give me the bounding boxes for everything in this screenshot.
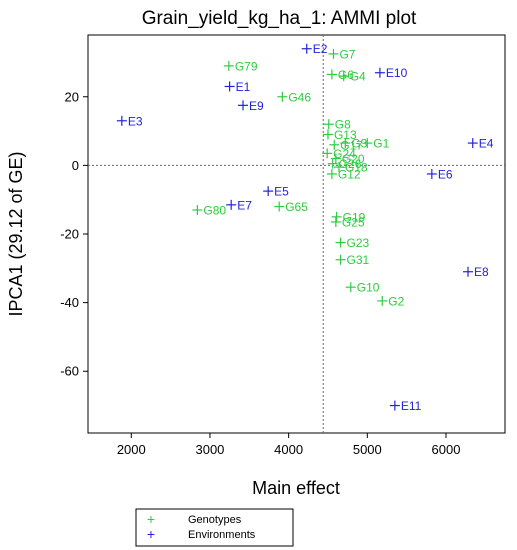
point-g3: G3	[340, 137, 368, 151]
point-g7: G7	[328, 47, 356, 61]
genotype-label: G17	[340, 138, 363, 152]
environment-label: E10	[386, 66, 408, 80]
x-tick-label: 6000	[432, 442, 461, 457]
environment-label: E3	[128, 114, 143, 128]
environment-label: E1	[236, 80, 251, 94]
genotype-label: G46	[288, 90, 311, 104]
y-tick-label: 20	[65, 89, 79, 104]
legend-label-environments: Environments	[188, 529, 256, 541]
point-g6: G6	[326, 68, 354, 82]
legend-marker-environments: +	[147, 526, 155, 542]
point-e11: E11	[389, 399, 422, 413]
point-g23: G23	[335, 236, 370, 250]
genotype-label: G2	[388, 294, 404, 308]
point-e3: E3	[116, 114, 143, 128]
environment-label: E11	[401, 399, 422, 413]
genotype-label: G26	[339, 157, 362, 171]
point-g19: G19	[331, 210, 366, 224]
environment-label: E4	[479, 137, 494, 151]
genotype-label: G19	[343, 210, 366, 224]
point-g4: G4	[338, 70, 366, 84]
point-e1: E1	[224, 80, 251, 94]
point-g46: G46	[277, 90, 311, 104]
x-tick-label: 2000	[117, 442, 146, 457]
genotype-label: G7	[339, 47, 355, 61]
point-e8: E8	[463, 265, 489, 279]
point-g8: G8	[323, 118, 351, 132]
environment-label: E8	[474, 265, 489, 279]
point-g17: G17	[329, 138, 363, 152]
genotype-label: G23	[347, 236, 370, 250]
genotype-label: G13	[334, 128, 357, 142]
genotype-label: G3	[351, 137, 367, 151]
genotype-label: G24	[333, 147, 356, 161]
environment-label: E7	[237, 198, 252, 212]
point-g13: G13	[322, 128, 357, 142]
point-e10: E10	[374, 66, 408, 80]
point-g26: G26	[327, 157, 362, 171]
environment-label: E2	[313, 42, 328, 56]
x-tick-label: 5000	[353, 442, 382, 457]
environment-label: E5	[274, 185, 289, 199]
point-e7: E7	[226, 198, 252, 212]
point-e6: E6	[426, 167, 453, 181]
genotype-label: G65	[285, 200, 308, 214]
point-g24: G24	[322, 147, 356, 161]
point-g1: G1	[362, 137, 390, 151]
point-e5: E5	[263, 185, 289, 199]
point-e4: E4	[467, 137, 494, 151]
genotype-label: G25	[342, 215, 365, 229]
genotype-label: G20	[342, 152, 365, 166]
genotype-label: G79	[235, 59, 258, 73]
y-axis-ticks: -60 -40 -20 0 20	[60, 89, 88, 379]
legend-label-genotypes: Genotypes	[188, 514, 242, 526]
genotype-label: G80	[203, 203, 226, 217]
genotype-label: G12	[338, 167, 361, 181]
environment-label: E9	[249, 99, 264, 113]
point-e2: E2	[301, 42, 328, 56]
genotype-label: G10	[357, 281, 380, 295]
legend-box	[135, 508, 294, 547]
point-g10: G10	[345, 281, 380, 295]
point-g80: G80	[192, 203, 226, 217]
point-g79: G79	[223, 59, 258, 73]
genotype-label: G31	[347, 253, 370, 267]
legend: + Genotypes + Environments	[135, 508, 294, 547]
y-tick-label: -40	[60, 295, 79, 310]
point-g65: G65	[274, 200, 308, 214]
point-g2: G2	[377, 294, 405, 308]
genotype-label: G6	[338, 68, 354, 82]
legend-marker-genotypes: +	[147, 511, 155, 527]
y-tick-label: 0	[72, 158, 79, 173]
point-g25: G25	[330, 215, 365, 229]
point-g20: G20	[330, 152, 365, 166]
environment-label: E6	[438, 167, 453, 181]
genotype-label: G8	[335, 118, 351, 132]
x-axis-title: Main effect	[252, 478, 340, 498]
point-g18: G18	[333, 161, 368, 175]
genotype-label: G18	[345, 161, 368, 175]
point-e9: E9	[237, 99, 264, 113]
point-g12: G12	[326, 167, 361, 181]
y-tick-label: -20	[60, 227, 79, 242]
y-axis-title: IPCA1 (29.12 of GE)	[6, 151, 26, 316]
point-g31: G31	[335, 253, 370, 267]
genotype-label: G4	[350, 70, 366, 84]
x-tick-label: 3000	[195, 442, 224, 457]
x-tick-label: 4000	[274, 442, 303, 457]
x-axis-ticks: 2000 3000 4000 5000 6000	[117, 433, 461, 457]
genotype-label: G1	[373, 137, 389, 151]
y-tick-label: -60	[60, 364, 79, 379]
chart-title: Grain_yield_kg_ha_1: AMMI plot	[142, 8, 417, 29]
